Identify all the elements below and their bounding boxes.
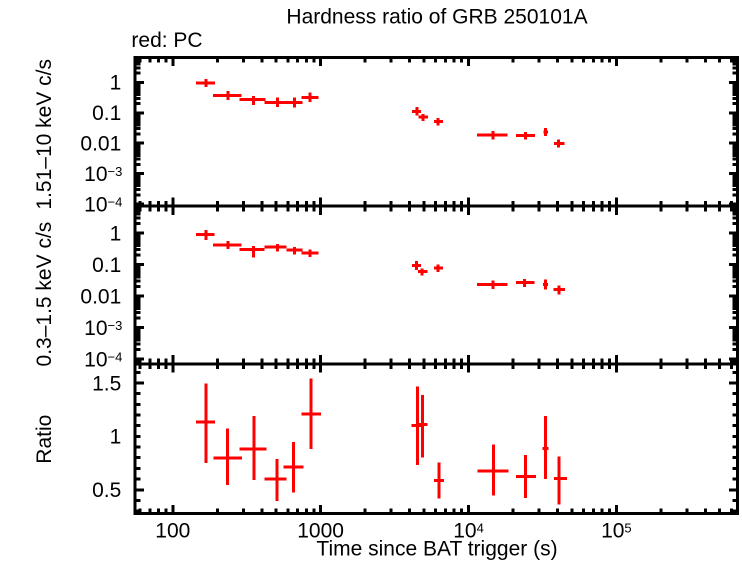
svg-text:−4: −4 xyxy=(108,194,123,209)
svg-text:Ratio: Ratio xyxy=(33,415,56,464)
svg-text:10: 10 xyxy=(84,317,107,340)
svg-text:−4: −4 xyxy=(108,349,123,364)
svg-text:5: 5 xyxy=(624,521,631,536)
svg-text:−3: −3 xyxy=(108,318,123,333)
svg-text:0.1: 0.1 xyxy=(92,102,121,125)
svg-text:10: 10 xyxy=(84,163,107,186)
svg-text:0.01: 0.01 xyxy=(80,133,121,156)
svg-text:4: 4 xyxy=(477,521,484,536)
svg-text:1: 1 xyxy=(110,426,122,449)
svg-text:0.3–1.5 keV c/s: 0.3–1.5 keV c/s xyxy=(33,222,56,367)
svg-text:10: 10 xyxy=(601,520,624,543)
svg-text:10: 10 xyxy=(84,193,107,216)
svg-text:−3: −3 xyxy=(108,164,123,179)
svg-text:10: 10 xyxy=(84,348,107,371)
svg-text:1.51–10 keV c/s: 1.51–10 keV c/s xyxy=(33,59,56,210)
svg-text:Hardness ratio of GRB 250101A: Hardness ratio of GRB 250101A xyxy=(286,6,587,29)
svg-text:1: 1 xyxy=(110,72,122,95)
svg-text:10: 10 xyxy=(453,520,476,543)
svg-text:1.5: 1.5 xyxy=(92,372,121,395)
svg-text:0.1: 0.1 xyxy=(92,254,121,277)
svg-text:1: 1 xyxy=(110,222,122,245)
svg-text:1000: 1000 xyxy=(297,520,344,543)
svg-text:0.01: 0.01 xyxy=(80,285,121,308)
svg-text:0.5: 0.5 xyxy=(92,479,121,502)
svg-text:100: 100 xyxy=(155,520,190,543)
svg-text:red: PC: red: PC xyxy=(131,29,202,52)
svg-text:Time since BAT trigger (s): Time since BAT trigger (s) xyxy=(316,537,557,560)
